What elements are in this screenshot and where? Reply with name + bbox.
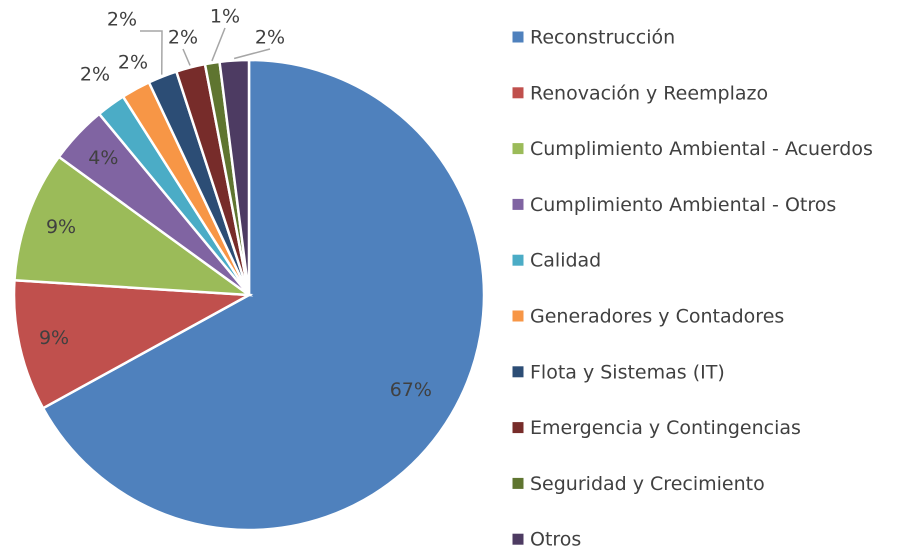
pie-slice [218, 58, 251, 296]
legend-swatch [511, 142, 525, 156]
legend-swatch [511, 421, 525, 435]
legend-label: Cumplimiento Ambiental - Otros [530, 194, 836, 216]
data-label: 4% [88, 147, 118, 169]
data-label: 9% [46, 216, 76, 238]
legend-label: Seguridad y Crecimiento [530, 473, 765, 495]
legend-label: Otros [530, 529, 581, 548]
data-label: 2% [255, 27, 285, 49]
legend-label: Reconstrucción [530, 27, 675, 49]
legend-label: Emergencia y Contingencias [530, 417, 801, 439]
legend-swatch [511, 365, 525, 379]
legend-swatch [511, 476, 525, 490]
legend-swatch [511, 532, 525, 546]
data-label: 2% [80, 64, 110, 86]
data-label: 2% [168, 27, 198, 49]
legend-swatch [511, 197, 525, 211]
legend-swatch [511, 253, 525, 267]
legend-swatch [511, 309, 525, 323]
data-label: 67% [390, 379, 432, 401]
leader-line [182, 48, 191, 66]
data-label: 9% [39, 327, 69, 349]
legend-label: Calidad [530, 250, 601, 272]
data-label: 2% [118, 52, 148, 74]
leader-line [140, 30, 163, 75]
legend-swatch [511, 86, 525, 100]
legend-label: Renovación y Reemplazo [530, 82, 768, 104]
leader-line [233, 48, 271, 60]
legend-label: Cumplimiento Ambiental - Acuerdos [530, 138, 873, 160]
legend-label: Flota y Sistemas (IT) [530, 361, 725, 383]
pie-slice [12, 278, 254, 410]
leader-line [211, 27, 226, 62]
data-label: 1% [210, 6, 240, 28]
legend-swatch [511, 30, 525, 44]
legend-label: Generadores y Contadores [530, 306, 784, 328]
data-label: 2% [107, 9, 137, 31]
pie-slice [41, 58, 486, 532]
pie-slice [13, 155, 254, 297]
